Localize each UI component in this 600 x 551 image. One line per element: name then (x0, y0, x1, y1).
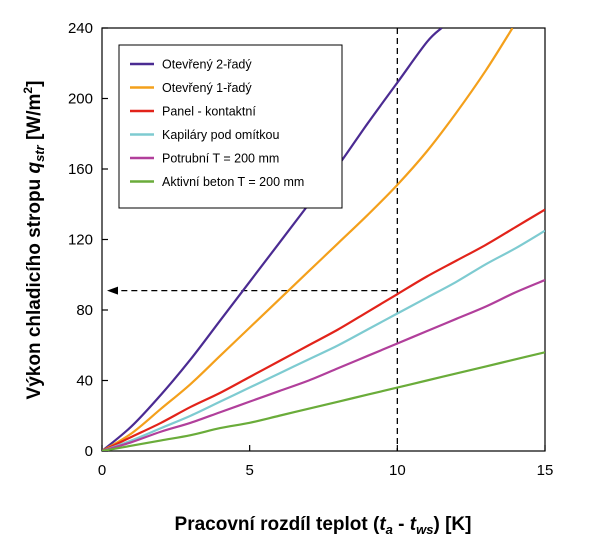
x-tick-label: 10 (389, 462, 406, 479)
annotation-arrowhead (107, 286, 118, 295)
series-line-0 (102, 28, 443, 451)
series-line-4 (102, 279, 545, 451)
y-tick-label: 240 (68, 20, 93, 37)
y-tick-label: 200 (68, 91, 93, 108)
legend-label-2: Panel - kontaktní (162, 105, 256, 119)
x-axis-title: Pracovní rozdíl teplot (ta - tws) [K] (175, 514, 472, 537)
series-lines (102, 28, 545, 451)
legend-label-5: Aktivní beton T = 200 mm (162, 175, 304, 189)
y-tick-label: 160 (68, 161, 93, 178)
series-line-2 (102, 208, 545, 451)
series-line-5 (102, 351, 545, 451)
y-tick-label: 80 (76, 302, 93, 319)
y-tick-label: 120 (68, 232, 93, 249)
series-line-3 (102, 229, 545, 451)
annotation-dashed-guides (107, 28, 398, 451)
x-tick-label: 0 (98, 462, 106, 479)
legend-label-4: Potrubní T = 200 mm (162, 152, 279, 166)
y-axis-title: Výkon chladicího stropu qstr [W/m2] (21, 81, 47, 400)
legend-label-0: Otevřený 2-řadý (162, 58, 252, 72)
series-line-1 (102, 28, 514, 451)
legend-label-1: Otevřený 1-řadý (162, 81, 252, 95)
x-tick-label: 5 (245, 462, 253, 479)
legend-label-3: Kapiláry pod omítkou (162, 128, 279, 142)
axis-tick-labels: 0 5 10 15 0 40 80 120 160 200 240 (68, 20, 553, 479)
y-tick-label: 40 (76, 373, 93, 390)
legend-box (118, 44, 343, 209)
y-tick-label: 0 (85, 443, 93, 460)
x-tick-label: 15 (537, 462, 554, 479)
legend: Otevřený 2-řadý Otevřený 1-řadý Panel - ko… (118, 44, 343, 209)
